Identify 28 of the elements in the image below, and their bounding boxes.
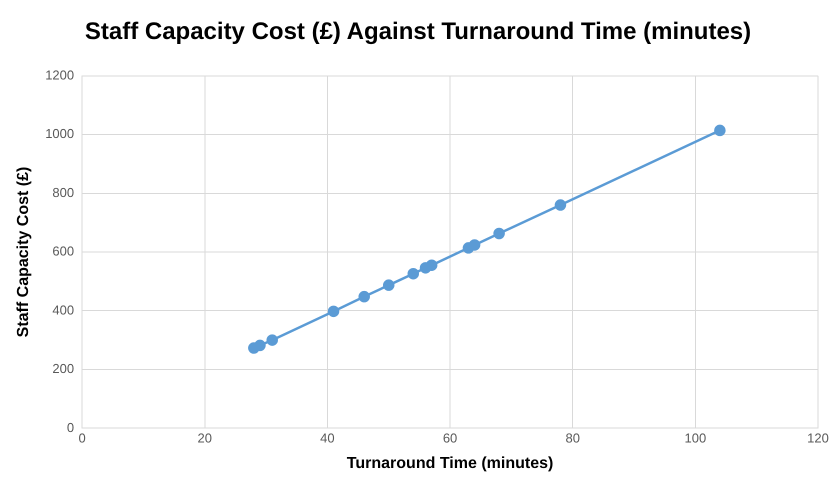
point (468, 239, 480, 251)
x-tick-label: 40 (320, 430, 335, 446)
y-tick-label: 0 (66, 420, 74, 435)
point (254, 340, 266, 352)
point (426, 259, 438, 271)
point (493, 228, 505, 240)
x-axis-title: Turnaround Time (minutes) (346, 454, 554, 472)
point (266, 334, 278, 346)
x-tick-label: 60 (442, 430, 458, 446)
point (382, 279, 394, 291)
y-axis-title: Staff Capacity Cost (£) (15, 166, 32, 338)
y-tick-label: 1000 (45, 126, 74, 142)
x-tick-label: 0 (78, 430, 86, 446)
y-tick-label: 400 (52, 302, 74, 318)
chart-title: Staff Capacity Cost (£) Against Turnaround Time (minutes) (84, 18, 752, 46)
point (714, 124, 726, 136)
y-tick-label: 1200 (45, 67, 74, 82)
point (554, 199, 566, 211)
x-tick-label: 100 (684, 430, 706, 446)
point (358, 290, 370, 302)
y-tick-label: 200 (52, 361, 74, 376)
x-tick-label: 20 (198, 430, 212, 446)
point (408, 268, 420, 280)
x-tick-label: 80 (565, 430, 580, 446)
y-tick-label: 800 (52, 184, 74, 200)
y-tick-label: 600 (52, 244, 74, 259)
point (328, 306, 340, 318)
x-tick-label: 120 (807, 430, 829, 446)
